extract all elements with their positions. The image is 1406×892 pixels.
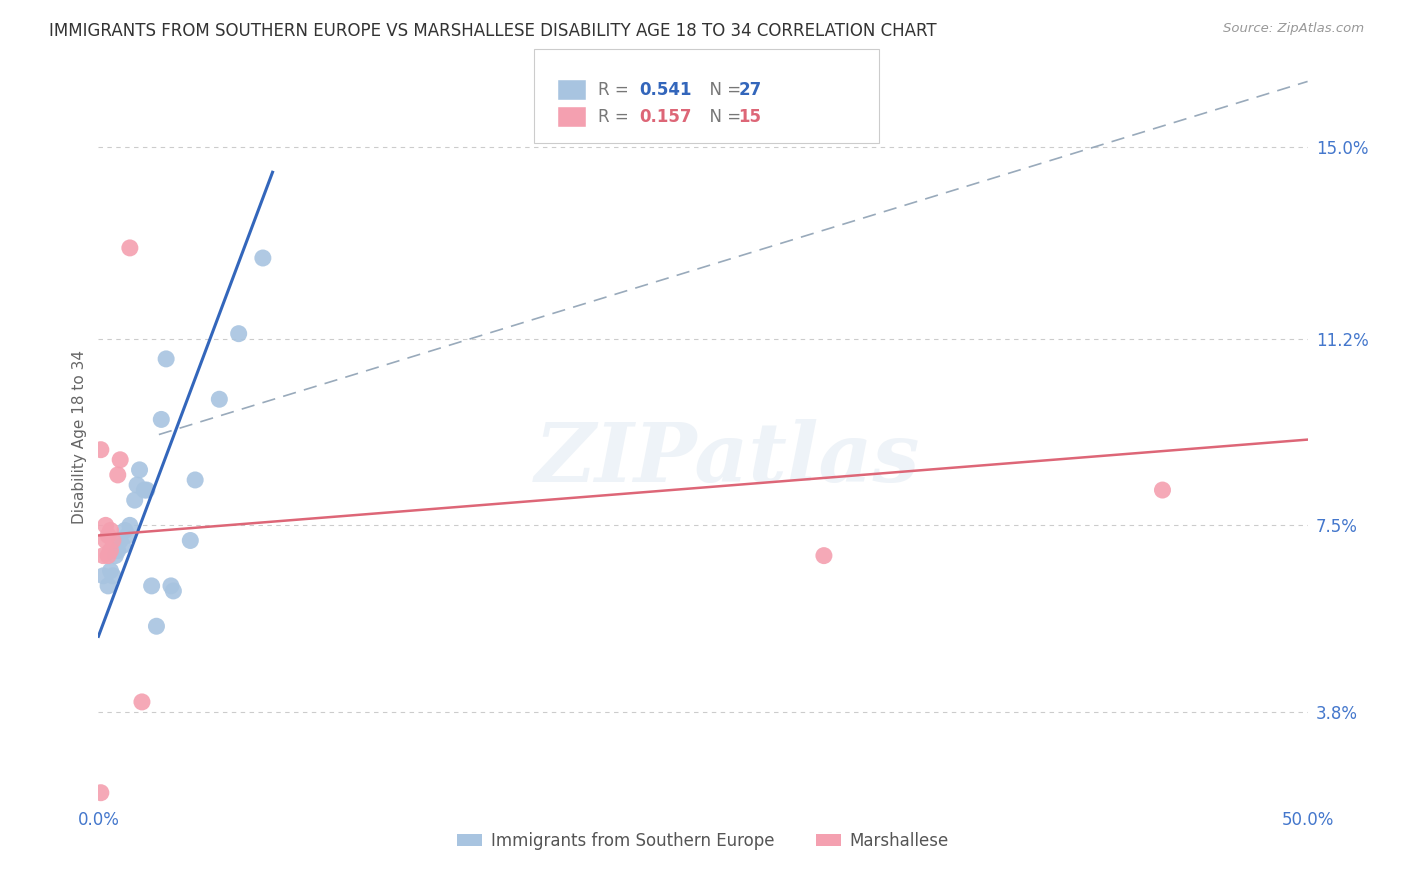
Point [127,478,149,492]
Text: 15: 15 [738,108,761,126]
Text: 27: 27 [738,81,762,99]
Point [104,549,127,563]
Point [184,473,207,487]
Point [228,326,250,341]
Point [111,539,134,553]
Point [94,518,117,533]
Text: R =: R = [598,81,634,99]
Text: Source: ZipAtlas.com: Source: ZipAtlas.com [1223,22,1364,36]
Point [124,493,146,508]
Point [108,533,131,548]
Point [160,579,183,593]
Point [135,483,157,497]
Text: N =: N = [699,81,747,99]
Point [94,533,117,548]
Point [100,543,122,558]
Point [101,533,124,548]
Point [90,442,112,457]
Point [91,569,114,583]
Point [128,463,150,477]
Point [114,524,136,538]
Point [155,351,177,366]
Point [118,518,141,533]
Text: N =: N = [699,108,747,126]
Point [150,412,173,426]
Point [208,392,231,407]
Point [162,583,184,598]
Point [118,241,141,255]
Point [252,251,274,265]
Y-axis label: Disability Age 18 to 34: Disability Age 18 to 34 [72,350,87,524]
Point [90,786,112,800]
Text: 0.157: 0.157 [640,108,692,126]
Point [97,528,120,542]
Point [1152,483,1174,497]
Point [145,619,167,633]
Point [131,695,153,709]
Point [107,467,129,482]
Point [97,579,120,593]
Text: ZIPatlas: ZIPatlas [534,419,920,499]
Point [134,483,156,497]
Point [179,533,201,548]
Point [100,564,122,578]
Point [101,569,124,583]
Point [97,549,120,563]
Text: 0.541: 0.541 [640,81,692,99]
Point [100,524,122,538]
Point [117,528,139,542]
Point [107,543,129,558]
Point [813,549,835,563]
Legend: Immigrants from Southern Europe, Marshallese: Immigrants from Southern Europe, Marshal… [451,825,955,856]
Point [91,549,114,563]
Point [141,579,163,593]
Text: R =: R = [598,108,634,126]
Text: IMMIGRANTS FROM SOUTHERN EUROPE VS MARSHALLESE DISABILITY AGE 18 TO 34 CORRELATI: IMMIGRANTS FROM SOUTHERN EUROPE VS MARSH… [49,22,936,40]
Point [108,452,131,467]
